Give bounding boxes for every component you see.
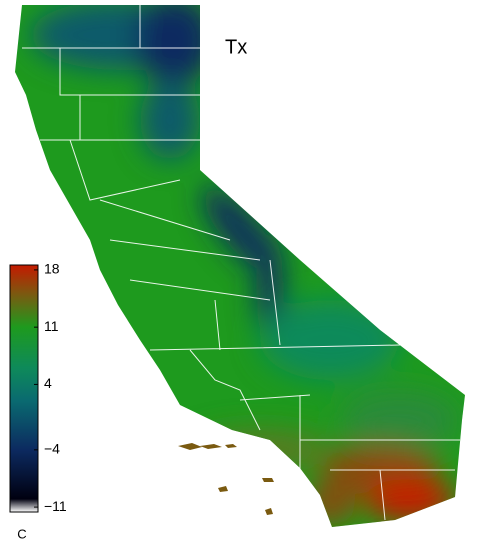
colorbar-tick-label: −11 (44, 498, 67, 514)
county-lines (22, 5, 460, 521)
colorbar-tick-label: −4 (44, 441, 60, 457)
colorbar-tick-label: 18 (44, 261, 60, 277)
islands (178, 443, 274, 515)
colorbar (9, 264, 39, 513)
colorbar-unit: C (17, 526, 26, 541)
colorbar-tick-label: 4 (44, 375, 52, 391)
colorbar-tick-label: 11 (44, 318, 59, 334)
map-title: Tx (225, 36, 247, 58)
